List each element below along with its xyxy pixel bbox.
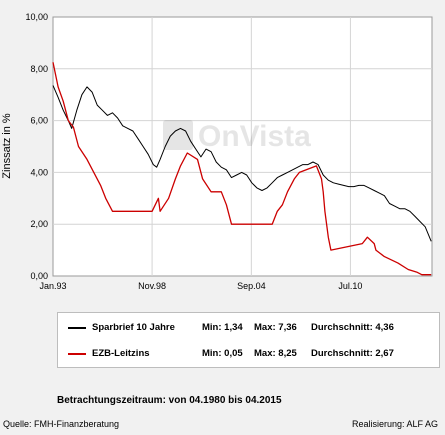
watermark-logo-icon bbox=[163, 120, 193, 150]
legend: Sparbrief 10 Jahre Min: 1,34 Max: 7,36 D… bbox=[57, 312, 440, 368]
series-lines bbox=[52, 62, 432, 276]
y-tick-label: 4,00 bbox=[30, 167, 48, 177]
x-tick-label: Nov.98 bbox=[138, 281, 166, 291]
period-caption: Betrachtungszeitraum: von 04.1980 bis 04… bbox=[57, 395, 282, 406]
y-tick-labels: 10,00 8,00 6,00 4,00 2,00 0,00 bbox=[25, 12, 48, 281]
y-tick-label: 10,00 bbox=[25, 12, 48, 22]
legend-series-name: EZB-Leitzins bbox=[92, 348, 150, 359]
legend-entry-sparbrief: Sparbrief 10 Jahre Min: 1,34 Max: 7,36 D… bbox=[58, 321, 439, 335]
legend-min: Min: 1,34 bbox=[202, 322, 243, 333]
legend-swatch-sparbrief bbox=[68, 327, 86, 329]
y-tick-label: 8,00 bbox=[30, 64, 48, 74]
onvista-watermark: OnVista bbox=[163, 120, 311, 153]
y-axis-label: Zinssatz in % bbox=[1, 113, 13, 179]
x-tick-label: Jan.93 bbox=[39, 281, 66, 291]
y-tick-label: 2,00 bbox=[30, 219, 48, 229]
grid-lines bbox=[53, 17, 432, 276]
legend-entry-ezb: EZB-Leitzins Min: 0,05 Max: 8,25 Durchsc… bbox=[58, 347, 439, 361]
series-line-sparbrief bbox=[52, 85, 432, 242]
legend-series-name: Sparbrief 10 Jahre bbox=[92, 322, 175, 333]
y-tick-label: 0,00 bbox=[30, 271, 48, 281]
watermark-text: OnVista bbox=[198, 120, 311, 153]
legend-max: Max: 7,36 bbox=[254, 322, 297, 333]
credit-note: Realisierung: ALF AG bbox=[351, 419, 438, 429]
x-tick-label: Jul.10 bbox=[338, 281, 362, 291]
legend-max: Max: 8,25 bbox=[254, 348, 297, 359]
x-tick-label: Sep.04 bbox=[237, 281, 266, 291]
series-line-ezb bbox=[52, 62, 432, 276]
x-tick-labels: Jan.93 Nov.98 Sep.04 Jul.10 bbox=[39, 281, 362, 291]
y-tick-label: 6,00 bbox=[30, 116, 48, 126]
source-note: Quelle: FMH-Finanzberatung bbox=[3, 419, 120, 429]
legend-swatch-ezb bbox=[68, 353, 86, 355]
legend-min: Min: 0,05 bbox=[202, 348, 243, 359]
interest-rate-chart: OnVista 10,00 8,00 6,00 4,00 2,00 0,00 Jan.93… bbox=[1, 12, 433, 291]
plot-area bbox=[52, 16, 433, 277]
legend-average: Durchschnitt: 4,36 bbox=[311, 322, 394, 333]
legend-average: Durchschnitt: 2,67 bbox=[311, 348, 394, 359]
